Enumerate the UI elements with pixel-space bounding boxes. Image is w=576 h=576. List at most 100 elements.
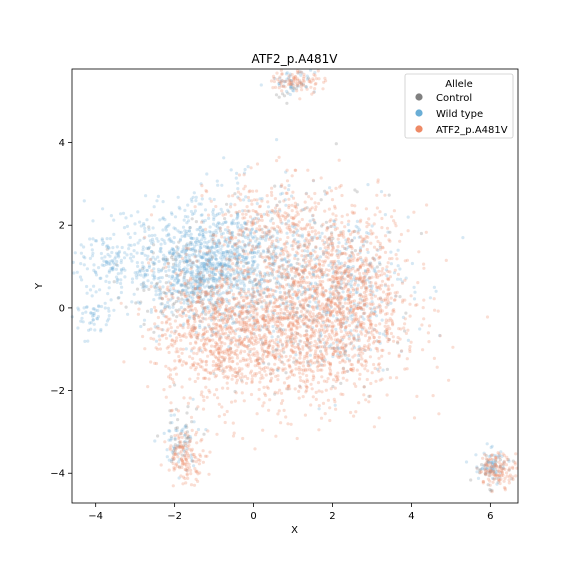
scatter-point bbox=[289, 370, 293, 374]
scatter-point bbox=[482, 464, 486, 468]
scatter-point bbox=[221, 297, 225, 302]
scatter-point bbox=[202, 264, 206, 268]
scatter-point bbox=[381, 332, 385, 336]
scatter-point bbox=[285, 101, 289, 105]
scatter-point bbox=[158, 287, 162, 291]
scatter-point bbox=[211, 232, 216, 236]
scatter-point bbox=[230, 309, 235, 313]
scatter-point bbox=[162, 253, 166, 257]
scatter-point bbox=[304, 329, 308, 333]
scatter-point bbox=[258, 284, 262, 288]
scatter-point bbox=[216, 222, 220, 226]
scatter-point bbox=[291, 282, 295, 286]
scatter-point bbox=[209, 313, 213, 317]
scatter-point bbox=[324, 313, 328, 317]
scatter-point bbox=[141, 264, 145, 268]
scatter-point bbox=[329, 292, 333, 296]
scatter-point bbox=[380, 300, 384, 304]
scatter-point bbox=[342, 334, 346, 338]
scatter-point bbox=[199, 277, 203, 281]
scatter-point bbox=[373, 257, 377, 261]
scatter-point bbox=[359, 246, 363, 250]
scatter-point bbox=[225, 291, 229, 295]
scatter-point bbox=[195, 265, 200, 269]
scatter-point bbox=[265, 233, 269, 237]
scatter-point bbox=[230, 340, 235, 344]
scatter-point bbox=[303, 243, 307, 247]
scatter-point bbox=[242, 264, 246, 268]
scatter-point bbox=[197, 272, 201, 276]
scatter-point bbox=[168, 429, 172, 433]
scatter-point bbox=[233, 242, 237, 246]
scatter-point bbox=[431, 394, 435, 398]
scatter-point bbox=[394, 294, 398, 298]
scatter-point bbox=[234, 375, 238, 379]
scatter-point bbox=[198, 295, 202, 299]
scatter-point bbox=[210, 330, 214, 334]
scatter-point bbox=[321, 222, 325, 226]
scatter-point bbox=[487, 454, 492, 459]
scatter-point bbox=[95, 317, 100, 321]
scatter-point bbox=[294, 314, 298, 318]
scatter-point bbox=[276, 374, 280, 378]
scatter-point bbox=[92, 263, 96, 267]
scatter-point bbox=[239, 290, 243, 294]
scatter-point bbox=[262, 280, 266, 284]
scatter-point bbox=[96, 315, 100, 319]
scatter-point bbox=[221, 277, 225, 282]
scatter-point bbox=[271, 292, 275, 297]
scatter-point bbox=[236, 239, 240, 243]
scatter-point bbox=[217, 242, 221, 246]
scatter-point bbox=[149, 310, 153, 314]
scatter-point bbox=[173, 359, 177, 363]
scatter-point bbox=[236, 247, 240, 252]
scatter-point bbox=[107, 262, 111, 266]
scatter-point bbox=[211, 327, 215, 331]
scatter-point bbox=[437, 412, 441, 416]
scatter-point bbox=[173, 268, 177, 272]
scatter-point bbox=[222, 300, 226, 304]
scatter-point bbox=[222, 156, 226, 160]
scatter-point bbox=[317, 258, 321, 262]
scatter-point bbox=[222, 221, 226, 225]
scatter-point bbox=[339, 392, 343, 396]
scatter-point bbox=[98, 276, 102, 280]
scatter-point bbox=[171, 296, 175, 300]
scatter-point bbox=[317, 330, 321, 334]
scatter-point bbox=[351, 292, 355, 296]
scatter-point bbox=[287, 259, 291, 263]
scatter-point bbox=[373, 366, 377, 370]
scatter-point bbox=[297, 332, 301, 336]
scatter-point bbox=[262, 234, 266, 238]
scatter-point bbox=[379, 307, 383, 311]
scatter-point bbox=[293, 266, 297, 270]
scatter-point bbox=[256, 242, 260, 247]
scatter-point bbox=[335, 226, 339, 230]
scatter-point bbox=[179, 291, 183, 295]
scatter-point bbox=[498, 471, 503, 475]
scatter-point bbox=[354, 277, 358, 281]
scatter-point bbox=[336, 352, 340, 356]
scatter-point bbox=[326, 246, 330, 250]
scatter-point bbox=[229, 285, 233, 290]
scatter-point bbox=[253, 235, 257, 239]
scatter-point bbox=[357, 401, 361, 405]
scatter-point bbox=[149, 213, 154, 217]
scatter-point bbox=[194, 199, 198, 203]
scatter-point bbox=[188, 341, 193, 346]
scatter-point bbox=[276, 274, 280, 278]
scatter-point bbox=[272, 249, 276, 254]
scatter-point bbox=[153, 286, 157, 290]
scatter-point bbox=[329, 387, 333, 391]
scatter-point bbox=[255, 358, 259, 362]
scatter-point bbox=[494, 458, 498, 463]
scatter-point bbox=[169, 239, 173, 244]
scatter-point bbox=[160, 321, 164, 325]
scatter-point bbox=[85, 267, 89, 271]
scatter-point bbox=[142, 236, 146, 240]
scatter-point bbox=[498, 458, 502, 462]
scatter-point bbox=[490, 468, 494, 472]
scatter-point bbox=[308, 282, 313, 286]
scatter-point bbox=[212, 266, 216, 270]
scatter-point bbox=[227, 283, 231, 287]
